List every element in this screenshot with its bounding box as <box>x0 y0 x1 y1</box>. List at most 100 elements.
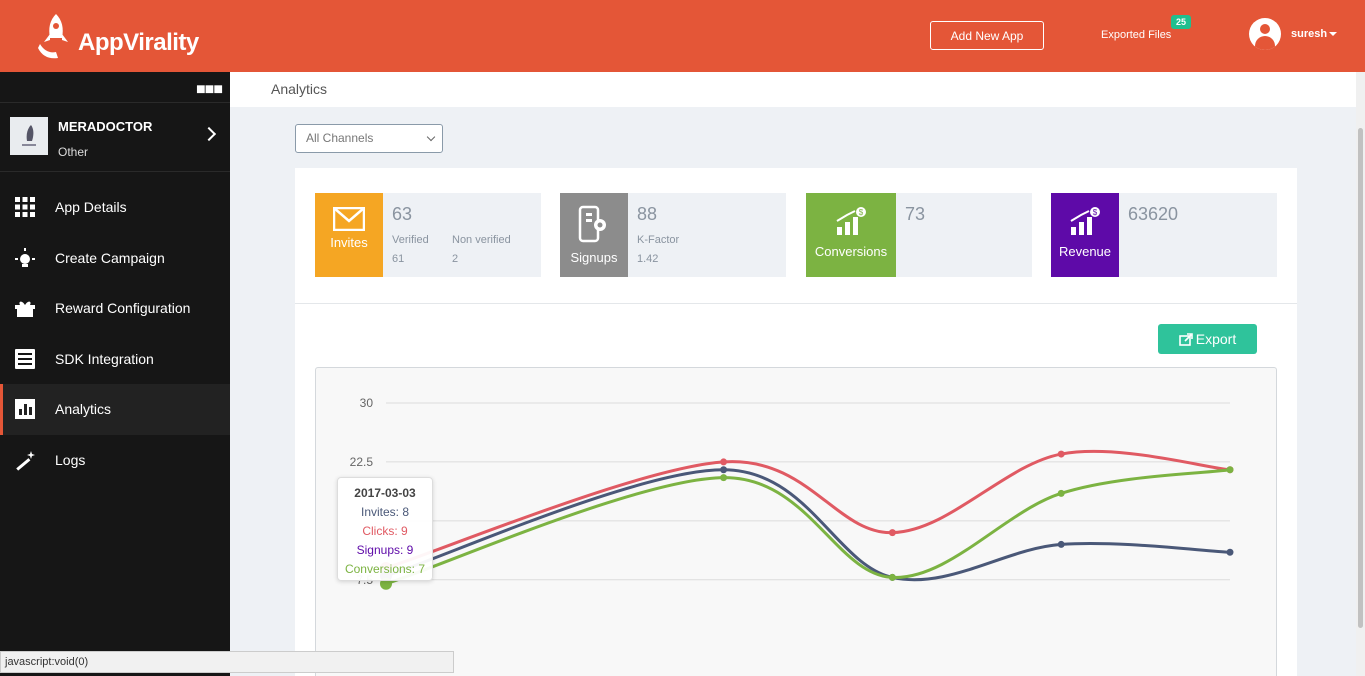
revenue-label: Revenue <box>1058 244 1112 259</box>
sidebar-nav: App Details Create Campaign Reward Confi… <box>0 182 230 485</box>
invites-tile: Invites <box>315 193 383 277</box>
verified-value: 61 <box>392 253 405 265</box>
stat-card-signups: Signups 88 K-Factor 1.42 <box>560 193 786 277</box>
svg-text:$: $ <box>859 208 864 217</box>
breadcrumb-bar: Analytics <box>230 72 1365 107</box>
tooltip-conversions: Conversions: 7 <box>344 562 426 576</box>
sidebar-item-logs[interactable]: Logs <box>0 435 230 486</box>
sidebar-item-label: Logs <box>55 451 86 468</box>
rocket-icon <box>36 10 74 62</box>
sidebar-item-label: Reward Configuration <box>55 300 191 317</box>
series-line-conversions <box>385 468 1231 586</box>
sidebar-item-app-details[interactable]: App Details <box>0 182 230 233</box>
conversions-value: 73 <box>905 204 926 224</box>
sidebar-item-analytics[interactable]: Analytics <box>0 384 230 435</box>
stat-card-conversions: $ Conversions 73 <box>806 193 1032 277</box>
user-name: suresh <box>1291 28 1328 40</box>
data-point-invites[interactable] <box>720 466 728 474</box>
app-category: Other <box>58 145 89 159</box>
grid-icon <box>14 196 36 218</box>
data-point-conversions[interactable] <box>1057 489 1065 497</box>
revenue-tile: $ Revenue <box>1051 193 1119 277</box>
top-header: AppVirality Add New App Exported Files 2… <box>0 0 1365 72</box>
stat-card-revenue: $ Revenue 63620 <box>1051 193 1277 277</box>
sidebar-item-label: SDK Integration <box>55 350 154 367</box>
gift-icon <box>14 297 36 319</box>
list-icon <box>14 348 36 370</box>
conversions-label: Conversions <box>814 244 888 259</box>
invites-label: Invites <box>330 235 368 250</box>
app-selector[interactable]: MERADOCTOR Other <box>0 102 230 172</box>
divider <box>295 303 1297 304</box>
app-name: MERADOCTOR <box>58 119 153 134</box>
kfactor-label: K-Factor <box>637 234 680 246</box>
svg-text:$: $ <box>1093 208 1098 217</box>
series-line-invites <box>385 468 1231 582</box>
data-point-conversions[interactable] <box>1226 466 1234 474</box>
export-button[interactable]: Export <box>1158 324 1257 354</box>
growth-chart-icon: $ <box>836 207 866 235</box>
y-tick-label: 22.5 <box>350 455 374 469</box>
sidebar-item-sdk-integration[interactable]: SDK Integration <box>0 334 230 385</box>
scroll-thumb[interactable] <box>1358 128 1363 628</box>
stat-card-invites: Invites 63 Verified 61 Non verified 2 <box>315 193 541 277</box>
verified-label: Verified <box>392 234 429 246</box>
tooltip-date: 2017-03-03 <box>354 486 416 500</box>
page-scrollbar[interactable] <box>1356 72 1365 676</box>
data-point-invites[interactable] <box>1057 540 1065 548</box>
page-title: Analytics <box>271 81 328 97</box>
more-dots-icon[interactable]: ■■■ <box>196 81 223 98</box>
tooltip-clicks: Clicks: 9 <box>362 524 408 538</box>
user-menu[interactable]: suresh <box>1249 18 1338 50</box>
share-icon <box>1178 332 1193 346</box>
revenue-chart-icon: $ <box>1070 207 1100 235</box>
chevron-down-icon <box>426 132 436 142</box>
data-point-invites[interactable] <box>1226 548 1234 556</box>
magic-wand-icon <box>14 449 36 471</box>
browser-status-bar: javascript:void(0) <box>0 651 454 673</box>
data-point-conversions[interactable] <box>720 474 728 482</box>
channel-select[interactable]: All Channels <box>295 124 443 153</box>
data-point-conversions[interactable] <box>888 573 896 581</box>
signups-tile: Signups <box>560 193 628 277</box>
exported-files-link[interactable]: Exported Files <box>1101 29 1172 41</box>
brand-name: AppVirality <box>78 29 199 56</box>
chart-tooltip: 2017-03-03 Invites: 8 Clicks: 9 Signups:… <box>337 477 433 581</box>
tooltip-signups: Signups: 9 <box>356 543 414 557</box>
avatar <box>1249 18 1281 50</box>
signups-value: 88 <box>637 204 658 224</box>
data-point-clicks[interactable] <box>1057 450 1065 458</box>
nonverified-value: 2 <box>452 253 459 265</box>
nonverified-label: Non verified <box>452 234 511 246</box>
conversions-tile: $ Conversions <box>806 193 896 277</box>
sidebar-item-label: Create Campaign <box>55 249 165 266</box>
sidebar-item-label: Analytics <box>55 401 112 418</box>
kfactor-value: 1.42 <box>637 253 659 265</box>
add-new-app-button[interactable]: Add New App <box>930 21 1044 50</box>
sidebar-item-reward-configuration[interactable]: Reward Configuration <box>0 283 230 334</box>
exported-count-badge: 25 <box>1171 15 1192 29</box>
channel-select-value: All Channels <box>306 131 374 145</box>
data-point-clicks[interactable] <box>888 529 896 537</box>
invites-value: 63 <box>392 204 413 224</box>
export-label: Export <box>1195 331 1237 347</box>
bulb-icon <box>14 247 36 269</box>
revenue-value: 63620 <box>1128 204 1179 224</box>
bar-chart-icon <box>14 398 36 420</box>
tooltip-invites: Invites: 8 <box>360 505 410 519</box>
mobile-settings-icon <box>578 205 606 243</box>
sidebar-item-label: App Details <box>55 199 127 216</box>
caret-down-icon <box>1329 32 1338 36</box>
sidebar-item-create-campaign[interactable]: Create Campaign <box>0 233 230 284</box>
chevron-right-icon <box>201 126 217 142</box>
envelope-icon <box>333 207 365 231</box>
series-line-clicks <box>385 449 1231 570</box>
sidebar: ■■■ MERADOCTOR Other App Details Create … <box>0 72 230 676</box>
y-tick-label: 30 <box>360 396 374 410</box>
app-logo[interactable]: AppVirality <box>36 8 206 64</box>
signups-label: Signups <box>570 250 618 265</box>
app-thumbnail <box>10 117 48 155</box>
data-point-clicks[interactable] <box>720 458 728 466</box>
